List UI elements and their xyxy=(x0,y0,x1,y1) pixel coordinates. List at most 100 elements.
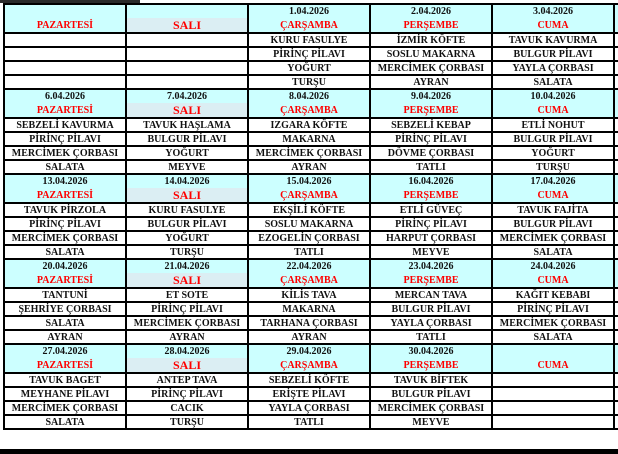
meal-item: EKŞİLİ KÖFTE xyxy=(247,202,371,218)
meal-item: MERCİMEK ÇORBASI xyxy=(491,230,615,246)
day-date: 17.04.2026 xyxy=(491,173,615,188)
meal-item: BULGUR PİLAVI xyxy=(491,131,615,147)
day-name: SALI xyxy=(125,103,249,119)
day-name: ÇARŞAMBA xyxy=(247,358,371,374)
day-date xyxy=(3,3,127,18)
meal-item: MERCİMEK ÇORBASI xyxy=(125,315,249,331)
week-day-name-row: PAZARTESİ SALI ÇARŞAMBA PERŞEMBE CUMA xyxy=(3,188,618,204)
week-date-row: 6.04.2026 7.04.2026 8.04.2026 9.04.2026 10.0… xyxy=(3,88,618,103)
meal-item: TARHANA ÇORBASI xyxy=(247,315,371,331)
day-name: ÇARŞAMBA xyxy=(247,103,371,119)
meal-item xyxy=(3,32,127,48)
meal-item: ETLİ GÜVEÇ xyxy=(369,202,493,218)
meal-item: BULGUR PİLAVI xyxy=(491,46,615,62)
day-name: PAZARTESİ xyxy=(3,18,127,34)
meal-item: YOĞURT xyxy=(125,145,249,161)
meal-item: BULGUR PİLAVI xyxy=(125,131,249,147)
meal-item: YAYLA ÇORBASI xyxy=(491,60,615,76)
meal-item: MERCİMEK ÇORBASI xyxy=(3,145,127,161)
week-date-row: 1.04.2026 2.04.2026 3.04.2026 xyxy=(3,3,618,18)
meal-item: SALATA xyxy=(3,159,127,175)
meal-item: HARPUT ÇORBASI xyxy=(369,230,493,246)
meal-item: SALATA xyxy=(491,244,615,260)
meal-item: ETLİ NOHUT xyxy=(491,117,615,133)
meal-row: TAVUK PİRZOLA KURU FASULYE EKŞİLİ KÖFTE ETL… xyxy=(3,202,618,218)
day-date: 21.04.2026 xyxy=(125,258,249,273)
meal-row: ŞEHRİYE ÇORBASI PİRİNÇ PİLAVI MAKARNA BULGU… xyxy=(3,301,618,317)
week-day-name-row: PAZARTESİ SALI ÇARŞAMBA PERŞEMBE CUMA xyxy=(3,273,618,289)
day-name: CUMA xyxy=(491,18,615,34)
day-date: 10.04.2026 xyxy=(491,88,615,103)
day-name: PERŞEMBE xyxy=(369,188,493,204)
meal-item: TAVUK HAŞLAMA xyxy=(125,117,249,133)
monthly-menu-table: 1.04.2026 2.04.2026 3.04.2026 PAZARTESİ SALI… xyxy=(3,3,618,430)
day-date: 9.04.2026 xyxy=(369,88,493,103)
extra-column-cell xyxy=(613,216,618,232)
day-name: PAZARTESİ xyxy=(3,103,127,119)
extra-column-cell xyxy=(613,46,618,62)
meal-item: YOĞURT xyxy=(491,145,615,161)
day-date: 23.04.2026 xyxy=(369,258,493,273)
day-date xyxy=(125,3,249,18)
meal-row: SEBZELİ KAVURMA TAVUK HAŞLAMA IZGARA KÖFTE… xyxy=(3,117,618,133)
meal-row: AYRAN AYRAN AYRAN TATLI SALATA xyxy=(3,329,618,345)
extra-column-cell xyxy=(613,131,618,147)
week-day-name-row: PAZARTESİ SALI ÇARŞAMBA PERŞEMBE CUMA xyxy=(3,103,618,119)
extra-column-cell xyxy=(613,329,618,345)
meal-item: KURU FASULYE xyxy=(125,202,249,218)
day-name: SALI xyxy=(125,18,249,34)
extra-column-cell xyxy=(613,287,618,303)
day-date: 27.04.2026 xyxy=(3,343,127,358)
extra-column-cell xyxy=(613,103,618,119)
day-date: 24.04.2026 xyxy=(491,258,615,273)
day-name: PERŞEMBE xyxy=(369,18,493,34)
extra-column-cell xyxy=(613,88,618,103)
meal-row: MERCİMEK ÇORBASI CACIK YAYLA ÇORBASI MERCİM… xyxy=(3,400,618,416)
extra-column-cell xyxy=(613,3,618,18)
bottom-border xyxy=(0,449,618,454)
extra-column-cell xyxy=(613,414,618,430)
meal-item: YAYLA ÇORBASI xyxy=(369,315,493,331)
meal-item: CACIK xyxy=(125,400,249,416)
meal-item: YOĞURT xyxy=(247,60,371,76)
meal-row: SALATA MEYVE AYRAN TATLI TURŞU xyxy=(3,159,618,175)
meal-item: AYRAN xyxy=(3,329,127,345)
week-date-row: 27.04.2026 28.04.2026 29.04.2026 30.04.2026 xyxy=(3,343,618,358)
meal-item: TURŞU xyxy=(491,159,615,175)
meal-item xyxy=(125,60,249,76)
extra-column-cell xyxy=(613,18,618,34)
meal-item: MERCAN TAVA xyxy=(369,287,493,303)
meal-item: KURU FASULYE xyxy=(247,32,371,48)
meal-row: SALATA TURŞU TATLI MEYVE SALATA xyxy=(3,244,618,260)
meal-item: PİRİNÇ PİLAVI xyxy=(491,301,615,317)
day-date: 1.04.2026 xyxy=(247,3,371,18)
meal-item: AYRAN xyxy=(369,74,493,90)
meal-item: TURŞU xyxy=(125,414,249,430)
meal-row: MERCİMEK ÇORBASI YOĞURT MERCİMEK ÇORBASI DÖ… xyxy=(3,145,618,161)
day-name: PAZARTESİ xyxy=(3,358,127,374)
meal-item: DÖVME ÇORBASI xyxy=(369,145,493,161)
meal-row: MEYHANE PİLAVI PİRİNÇ PİLAVI ERİŞTE PİLAVI… xyxy=(3,386,618,402)
day-name: SALI xyxy=(125,273,249,289)
meal-item xyxy=(125,32,249,48)
meal-item: PİRİNÇ PİLAVI xyxy=(3,131,127,147)
day-date: 29.04.2026 xyxy=(247,343,371,358)
extra-column-cell xyxy=(613,315,618,331)
meal-item: SEBZELİ KÖFTE xyxy=(247,372,371,388)
meal-item: MAKARNA xyxy=(247,131,371,147)
week-day-name-row: PAZARTESİ SALI ÇARŞAMBA PERŞEMBE CUMA xyxy=(3,358,618,374)
meal-item: BULGUR PİLAVI xyxy=(491,216,615,232)
extra-column-cell xyxy=(613,400,618,416)
meal-row: TAVUK BAGET ANTEP TAVA SEBZELİ KÖFTE TAVUK … xyxy=(3,372,618,388)
meal-item xyxy=(125,46,249,62)
meal-item: TATLI xyxy=(247,244,371,260)
meal-item: MERCİMEK ÇORBASI xyxy=(369,60,493,76)
meal-item: TAVUK FAJİTA xyxy=(491,202,615,218)
day-name: PAZARTESİ xyxy=(3,273,127,289)
meal-item: TANTUNİ xyxy=(3,287,127,303)
day-date: 14.04.2026 xyxy=(125,173,249,188)
extra-column-cell xyxy=(613,372,618,388)
meal-item: TAVUK PİRZOLA xyxy=(3,202,127,218)
meal-item: TAVUK KAVURMA xyxy=(491,32,615,48)
day-name: PAZARTESİ xyxy=(3,188,127,204)
